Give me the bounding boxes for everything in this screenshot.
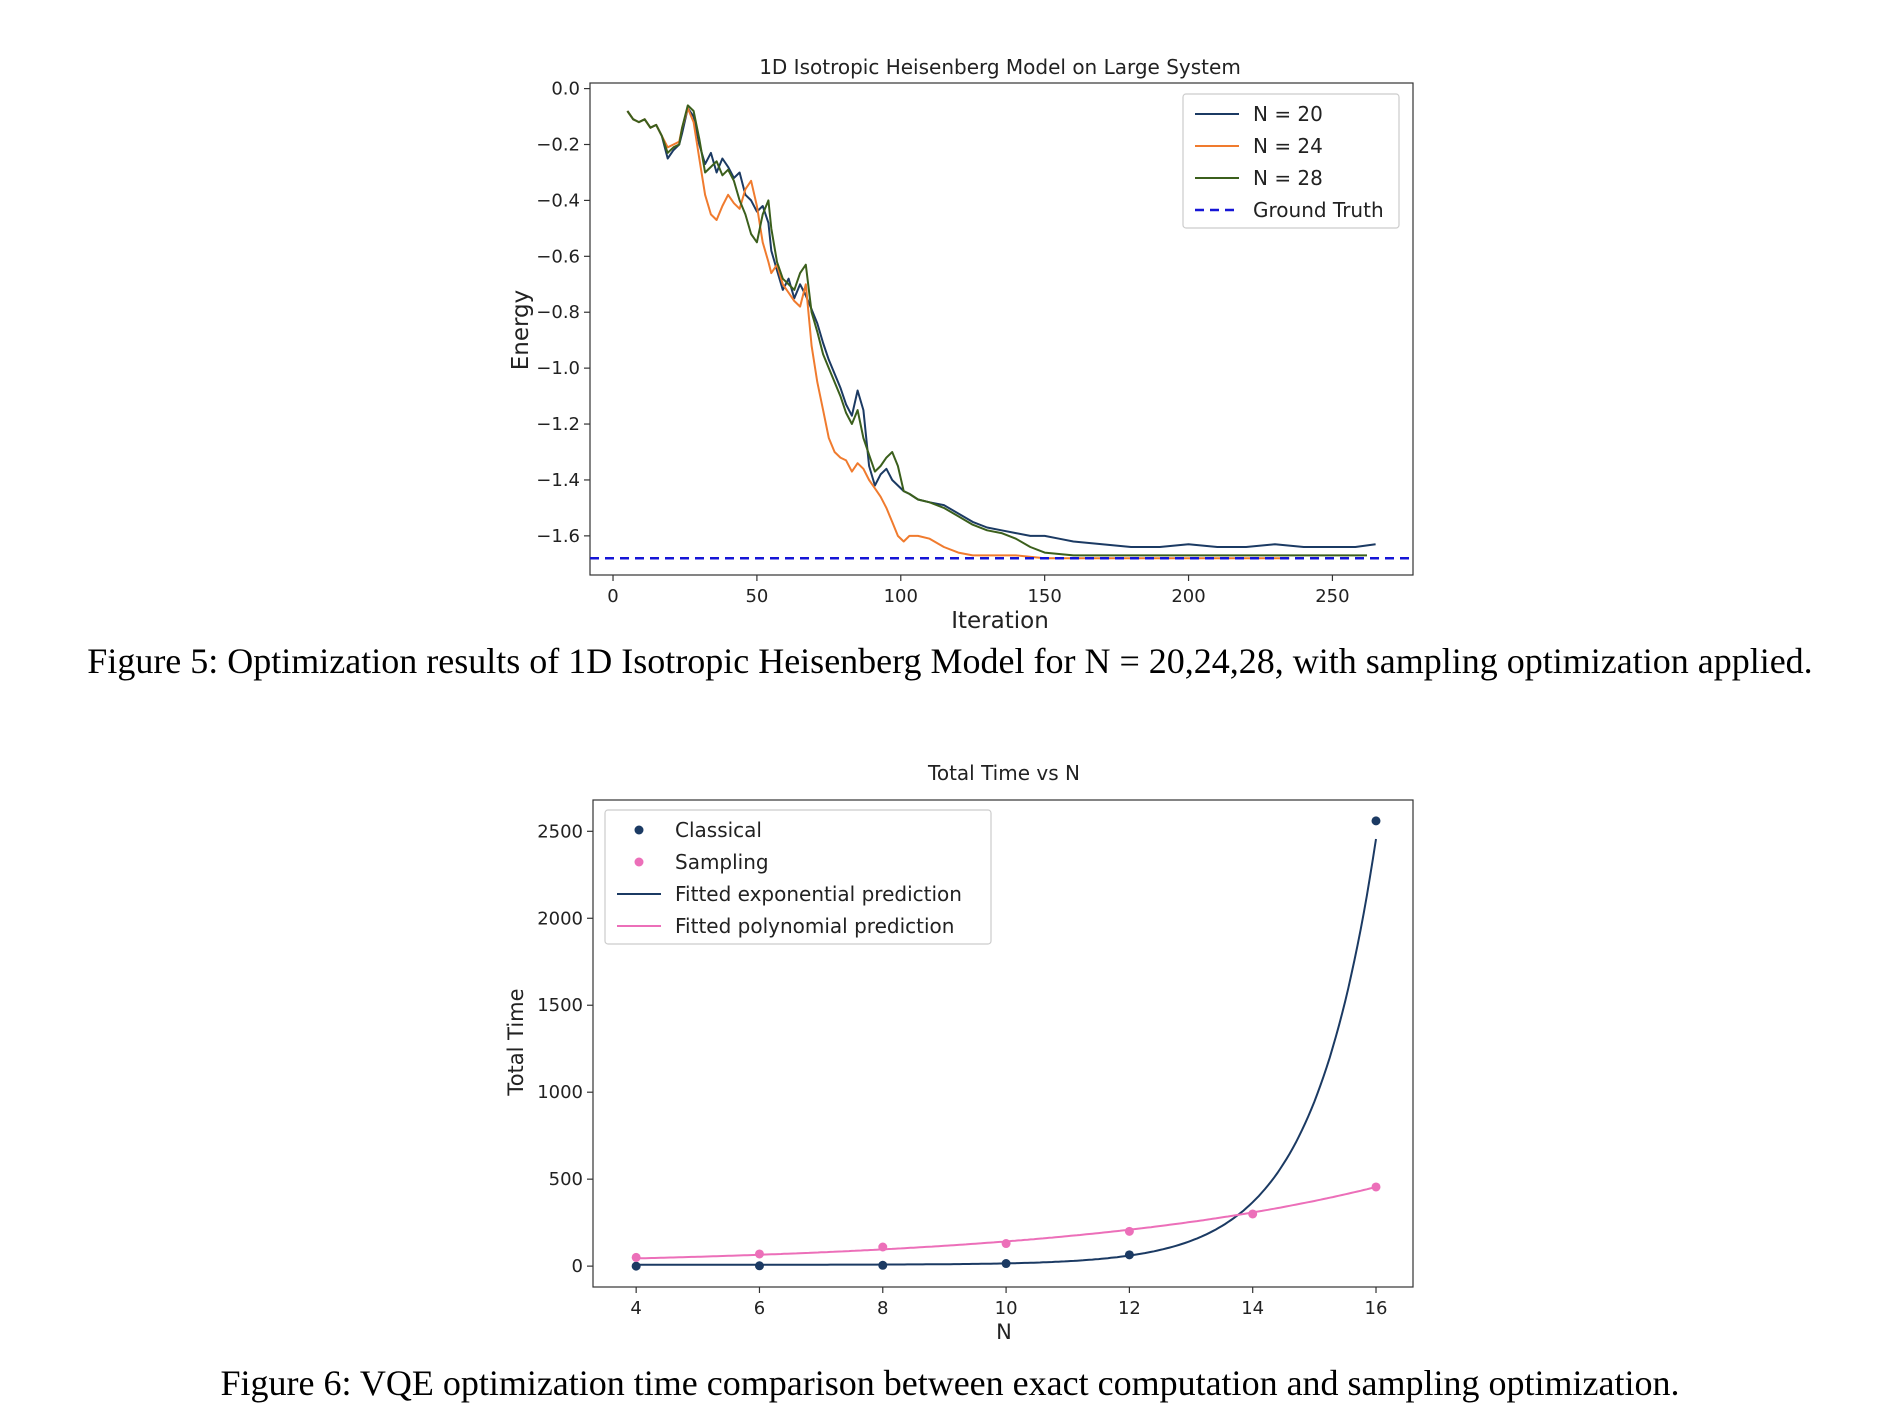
chart-2-x-tick-label: 8: [877, 1298, 888, 1319]
chart-2-y-tick-label: 1000: [537, 1082, 583, 1103]
figure-6-chart: Total Time vs N 4 6 8 10 12 14 16 0 500 1000 1500 2…: [504, 761, 1414, 1344]
chart-2-y-tick-label: 1500: [537, 995, 583, 1016]
chart-1-x-tick-label: 200: [1171, 586, 1205, 607]
sampling-point: [1371, 1182, 1381, 1192]
chart-2-plot-area: 4 6 8 10 12 14 16 0 500 1000 1500 2000 2500: [537, 799, 1414, 1319]
figure-5-chart: 1D Isotropic Heisenberg Model on Large S…: [508, 55, 1414, 634]
chart-1-y-axis-label: Energy: [508, 290, 534, 371]
chart-1-y-tick-label: −0.4: [536, 190, 580, 211]
legend-label: Sampling: [675, 850, 769, 874]
legend-swatch: [634, 825, 644, 835]
chart-1-y-tick-label: −1.2: [536, 414, 580, 435]
chart-2-legend: Classical Sampling Fitted exponential pred…: [604, 809, 992, 945]
legend-label: Classical: [675, 818, 762, 842]
chart-2-frame: [592, 799, 1414, 1288]
chart-1-frame: [589, 82, 1414, 576]
chart-1-y-tick-label: −1.6: [536, 526, 580, 547]
sampling-point: [1124, 1226, 1134, 1236]
series-line-n-28: [626, 104, 1367, 557]
classical-point: [1001, 1259, 1011, 1269]
chart-2-x-tick-label: 6: [754, 1298, 765, 1319]
legend-swatch: [634, 857, 644, 867]
chart-2-title: Total Time vs N: [927, 761, 1080, 785]
chart-1-y-tick-label: −0.8: [536, 302, 580, 323]
figure-5-caption: Figure 5: Optimization results of 1D Iso…: [87, 641, 1813, 681]
legend-box: [604, 809, 992, 945]
chart-2-y-tick-label: 500: [549, 1169, 583, 1190]
chart-2-x-tick-label: 16: [1365, 1298, 1388, 1319]
chart-1-y-tick-label: −1.4: [536, 470, 580, 491]
chart-2-y-tick-label: 2500: [537, 821, 583, 842]
chart-2-y-axis-label: Total Time: [504, 988, 528, 1096]
legend-label: Fitted exponential prediction: [675, 882, 962, 906]
chart-2-x-tick-label: 14: [1241, 1298, 1264, 1319]
legend-box: [1182, 93, 1400, 229]
chart-1-x-tick-label: 0: [607, 586, 618, 607]
chart-1-x-axis-label: Iteration: [951, 608, 1049, 634]
classical-point: [878, 1260, 888, 1270]
chart-2-x-tick-label: 12: [1118, 1298, 1141, 1319]
legend-label: N = 24: [1253, 134, 1323, 158]
chart-2-x-tick-label: 4: [630, 1298, 641, 1319]
chart-2-y-tick-label: 0: [572, 1256, 583, 1277]
chart-1-x-tick-label: 250: [1315, 586, 1349, 607]
chart-1-legend: N = 20 N = 24 N = 28 Ground Truth: [1182, 93, 1400, 229]
legend-label: Ground Truth: [1253, 198, 1384, 222]
chart-2-x-axis-label: N: [996, 1320, 1012, 1344]
chart-1-x-tick-label: 150: [1027, 586, 1061, 607]
classical-point: [1371, 816, 1381, 826]
chart-1-y-tick-label: −0.2: [536, 135, 580, 156]
sampling-point: [754, 1249, 764, 1259]
chart-2-x-tick-label: 10: [995, 1298, 1018, 1319]
chart-1-x-tick-label: 100: [884, 586, 918, 607]
sampling-point: [1001, 1239, 1011, 1249]
chart-1-y-tick-label: 0.0: [551, 79, 580, 100]
chart-2-y-tick-label: 2000: [537, 908, 583, 929]
legend-label: Fitted polynomial prediction: [675, 914, 954, 938]
classical-point: [1124, 1250, 1134, 1260]
legend-label: N = 20: [1253, 102, 1323, 126]
sampling-point: [1248, 1209, 1258, 1219]
sampling-point: [878, 1242, 888, 1252]
classical-point: [631, 1261, 641, 1271]
chart-1-plot-area: 0 50 100 150 200 250 0.0 −0.2 −0.4 −0.6 −0.8 −1.0 −1…: [536, 79, 1414, 607]
chart-1-title: 1D Isotropic Heisenberg Model on Large S…: [759, 55, 1241, 79]
chart-1-y-tick-label: −1.0: [536, 358, 580, 379]
legend-label: N = 28: [1253, 166, 1323, 190]
figure-6-caption: Figure 6: VQE optimization time comparis…: [220, 1363, 1680, 1403]
chart-1-x-tick-label: 50: [745, 586, 768, 607]
sampling-point: [631, 1252, 641, 1262]
chart-1-y-tick-label: −0.6: [536, 246, 580, 267]
classical-point: [754, 1261, 764, 1271]
series-line-n-20: [626, 107, 1376, 548]
